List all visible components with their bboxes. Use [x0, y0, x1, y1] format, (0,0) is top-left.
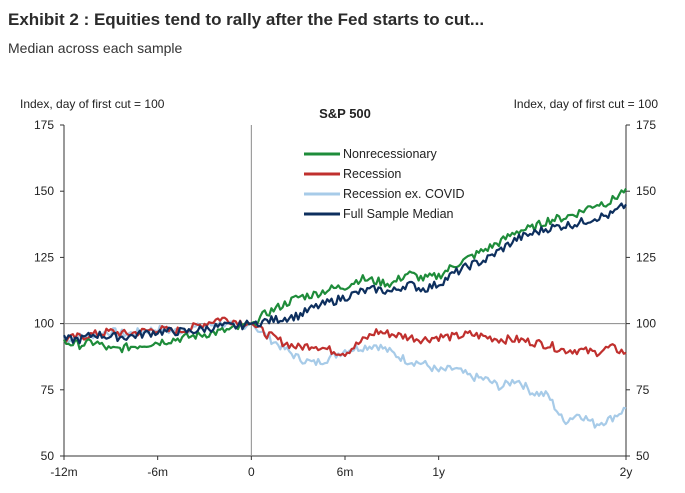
y-tick-label-right: 100	[636, 317, 656, 331]
y-tick-label-left: 100	[34, 317, 54, 331]
legend: Nonrecessionary Recession Recession ex. CO…	[304, 147, 465, 221]
y-tick-label-right: 50	[636, 449, 650, 463]
y-axis-label-left: Index, day of first cut = 100	[20, 97, 165, 111]
y-tick-label-left: 175	[34, 118, 54, 132]
legend-label: Recession	[343, 167, 401, 181]
legend-label: Full Sample Median	[343, 207, 454, 221]
exhibit-subtitle: Median across each sample	[8, 40, 183, 56]
y-tick-label-right: 150	[636, 184, 656, 198]
x-tick-label: 6m	[337, 465, 354, 479]
x-tick-label: 0	[248, 465, 255, 479]
y-tick-label-left: 50	[41, 449, 55, 463]
exhibit-title: Exhibit 2 : Equities tend to rally after…	[8, 10, 485, 29]
x-tick-label: 2y	[620, 465, 633, 479]
tick-layer: 50 50 75 75 100 100 125 125 150 150 175 175 -12m -6m 0…	[34, 118, 656, 479]
x-tick-label: 1y	[432, 465, 445, 479]
y-axis-label-right: Index, day of first cut = 100	[514, 97, 659, 111]
y-tick-label-left: 150	[34, 184, 54, 198]
series-line-full-sample-median	[63, 202, 627, 345]
y-tick-label-left: 75	[41, 383, 55, 397]
reference-lines	[64, 125, 626, 456]
y-tick-label-left: 125	[34, 250, 54, 264]
series-line-recession-ex-covid	[63, 320, 627, 429]
legend-label: Nonrecessionary	[343, 147, 438, 161]
series-layer	[63, 188, 627, 429]
x-tick-label: -12m	[50, 465, 77, 479]
y-tick-label-right: 75	[636, 383, 650, 397]
chart-title: S&P 500	[319, 106, 371, 121]
series-line-nonrecessionary	[63, 188, 627, 354]
y-tick-label-right: 175	[636, 118, 656, 132]
x-tick-label: -6m	[147, 465, 168, 479]
legend-label: Recession ex. COVID	[343, 187, 465, 201]
y-tick-label-right: 125	[636, 250, 656, 264]
